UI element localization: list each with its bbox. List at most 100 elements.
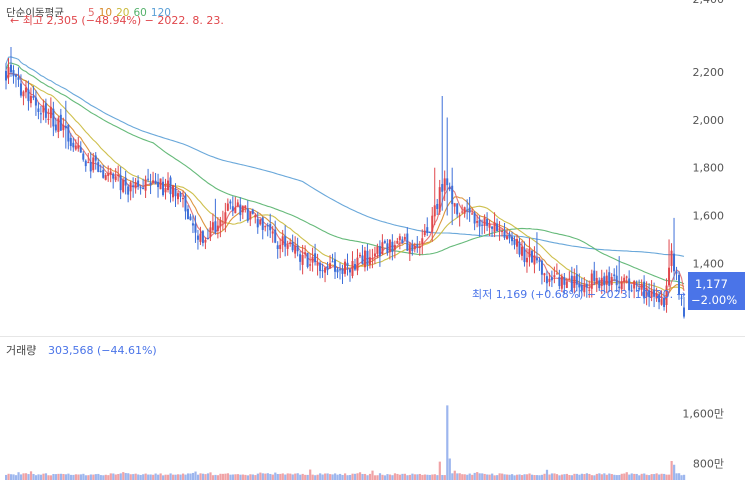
- candle: [523, 241, 526, 267]
- candle-body: [311, 256, 314, 263]
- candle-body: [560, 276, 563, 289]
- candle: [139, 185, 142, 195]
- volume-bar: [446, 405, 449, 480]
- candle: [675, 266, 678, 281]
- candle-body: [147, 178, 150, 180]
- volume-bar: [69, 474, 73, 480]
- candle-body: [234, 207, 237, 214]
- candle-body: [493, 222, 496, 232]
- candle-body: [348, 269, 351, 273]
- candle: [154, 172, 157, 185]
- candle-body: [184, 195, 187, 212]
- volume-bar: [334, 473, 337, 480]
- volume-bar: [314, 475, 317, 480]
- candle: [461, 204, 464, 215]
- candle: [219, 216, 222, 238]
- candle: [114, 168, 117, 183]
- volume-bar: [206, 473, 210, 480]
- volume-bar: [448, 458, 451, 480]
- volume-bar: [396, 473, 399, 480]
- candle: [344, 258, 346, 277]
- candle: [633, 279, 636, 299]
- volume-bar: [595, 473, 598, 480]
- candle: [560, 273, 563, 293]
- candle-body: [62, 124, 65, 131]
- candle-body: [144, 179, 147, 191]
- candle: [152, 171, 155, 184]
- candle-body: [595, 277, 598, 284]
- candle: [236, 199, 239, 208]
- volume-bar: [224, 473, 227, 480]
- volume-bar: [264, 473, 267, 480]
- candle-body: [673, 253, 676, 272]
- candle-body: [261, 217, 264, 230]
- candle: [493, 212, 496, 238]
- candle: [191, 214, 194, 234]
- candle: [660, 290, 663, 306]
- volume-bar: [152, 474, 155, 480]
- candle-body: [59, 114, 62, 131]
- candle: [329, 255, 332, 269]
- volume-bar: [451, 473, 454, 480]
- volume-bar: [498, 473, 501, 480]
- candle-body: [339, 269, 342, 271]
- candle: [201, 230, 204, 247]
- candle: [643, 275, 646, 304]
- candle: [306, 252, 309, 269]
- candle-body: [119, 175, 122, 191]
- candle: [62, 117, 65, 138]
- candle: [127, 184, 130, 203]
- candle-body: [498, 228, 501, 231]
- volume-bar: [246, 475, 249, 480]
- candle-body: [428, 231, 431, 233]
- candle-body: [461, 211, 464, 213]
- volume-bar: [236, 474, 240, 480]
- candle-body: [259, 219, 262, 225]
- candle-body: [19, 83, 22, 96]
- candle: [74, 139, 77, 151]
- candle: [231, 196, 234, 217]
- candle-body: [413, 245, 416, 250]
- candle: [221, 210, 224, 231]
- ma-legend-period: 60: [134, 7, 147, 19]
- candle-body: [588, 289, 591, 291]
- candle: [613, 268, 616, 282]
- volume-bar: [14, 475, 18, 480]
- candle-body: [34, 97, 37, 106]
- candle: [383, 239, 386, 244]
- candle: [204, 237, 207, 250]
- candle: [625, 275, 628, 284]
- volume-bar: [286, 473, 289, 480]
- candle-body: [408, 245, 411, 254]
- volume-bar: [650, 474, 653, 480]
- candle: [513, 236, 516, 250]
- candle-body: [381, 242, 384, 254]
- candle: [506, 229, 509, 240]
- ma-legend-period: 20: [116, 7, 129, 19]
- candle-body: [598, 280, 601, 289]
- candle-body: [418, 246, 421, 249]
- candle: [533, 246, 536, 274]
- candle-body: [44, 103, 47, 118]
- candle: [520, 240, 523, 261]
- candle: [555, 263, 558, 275]
- candle: [117, 165, 120, 182]
- candle: [92, 152, 95, 173]
- candle: [680, 293, 683, 306]
- candle: [508, 231, 511, 244]
- candle: [673, 217, 676, 281]
- volume-bar: [254, 475, 257, 480]
- candle-body: [578, 283, 581, 288]
- volume-bar: [89, 474, 92, 480]
- candle-body: [167, 180, 170, 191]
- candle: [9, 47, 12, 77]
- ma-line-120: [5, 56, 685, 257]
- candle-body: [344, 261, 346, 274]
- volume-bar: [376, 475, 379, 480]
- volume-bar: [386, 474, 389, 480]
- candle-body: [628, 278, 631, 291]
- candle-body: [645, 288, 648, 298]
- volume-bar: [683, 474, 686, 480]
- volume-bar: [249, 474, 252, 480]
- candle: [281, 229, 284, 253]
